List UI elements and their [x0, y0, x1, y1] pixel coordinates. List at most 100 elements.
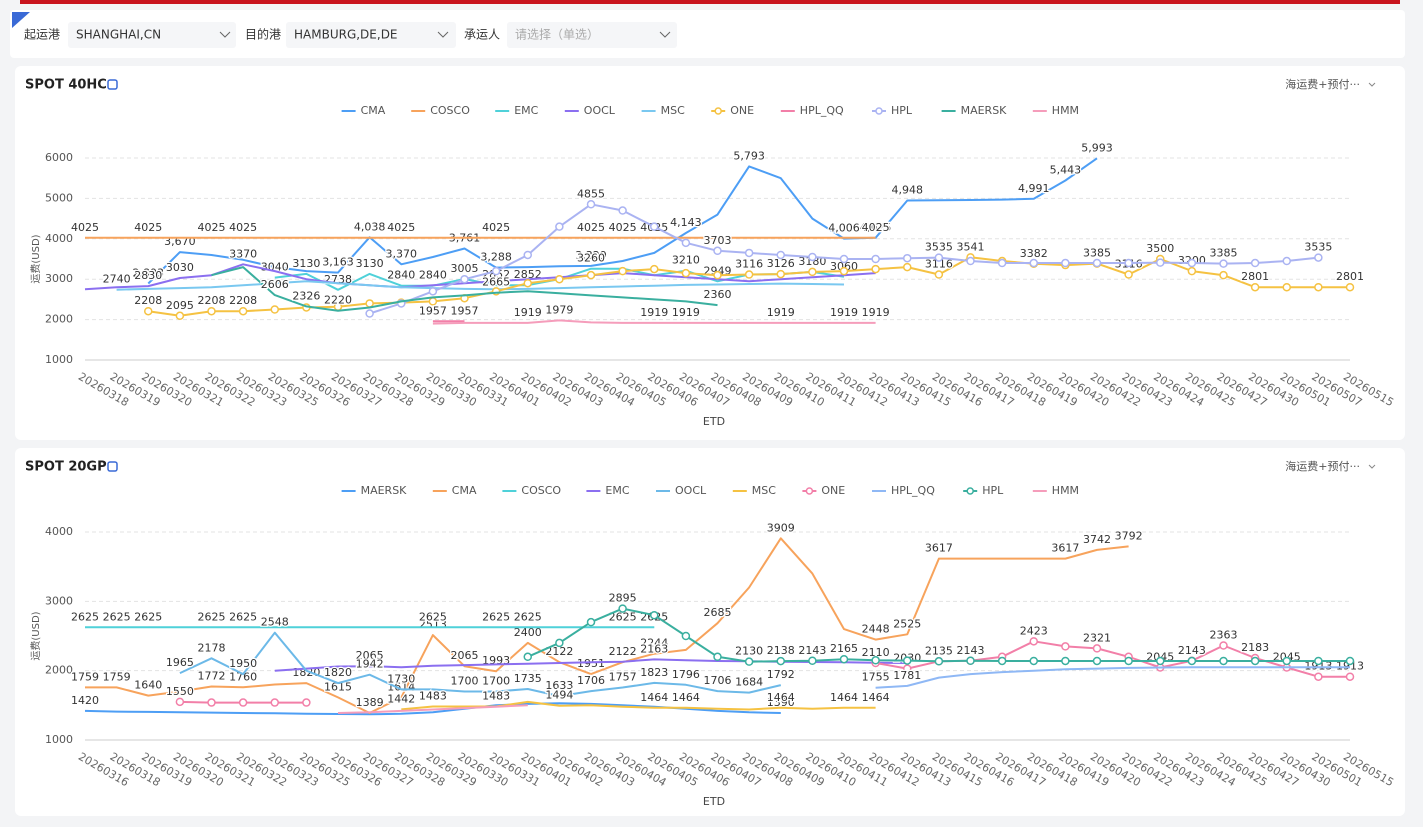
data-point	[460, 274, 469, 284]
legend-marker	[966, 487, 974, 495]
data-point	[903, 262, 912, 272]
data-label: 1796	[672, 668, 700, 681]
data-point	[1092, 644, 1102, 653]
data-point	[934, 270, 944, 279]
data-point	[1029, 656, 1038, 666]
data-point	[808, 252, 817, 262]
data-label: 4,991	[1018, 182, 1050, 195]
data-point	[586, 617, 596, 627]
corner-icon	[12, 12, 30, 28]
carrier-select[interactable]	[507, 22, 677, 48]
data-point	[1250, 258, 1260, 268]
data-label: 1464	[830, 691, 858, 704]
data-point	[744, 248, 754, 258]
data-label: 1919	[672, 306, 700, 319]
data-label: 2625	[103, 610, 131, 623]
data-label: 4025	[577, 221, 605, 234]
series-line	[179, 631, 782, 698]
data-label: 2360	[704, 288, 732, 301]
data-label: 2423	[1020, 624, 1048, 637]
data-label: 3116	[925, 258, 953, 271]
data-point	[207, 698, 216, 707]
data-point	[776, 656, 785, 666]
data-point	[1345, 656, 1355, 666]
dest-select[interactable]	[286, 22, 456, 48]
data-label: 2143	[957, 644, 985, 657]
data-label: 1772	[198, 669, 226, 682]
legend-label: OOCL	[584, 104, 616, 117]
data-point	[175, 697, 185, 707]
data-label: 2326	[292, 289, 320, 302]
data-point	[1219, 259, 1228, 268]
chevron	[437, 31, 449, 38]
data-label: 1464	[767, 691, 795, 704]
data-label: 1640	[134, 679, 162, 692]
data-point	[1314, 282, 1323, 292]
data-label: 2183	[1241, 641, 1269, 654]
data-label: 3617	[1051, 542, 1079, 555]
chart-title: SPOT 20GP	[25, 460, 107, 475]
series-line	[274, 658, 908, 672]
data-label: 3,288	[480, 251, 512, 264]
data-label: 3541	[957, 240, 985, 253]
data-label: 1464	[640, 691, 668, 704]
data-label: 4,948	[892, 184, 924, 197]
data-label: 1781	[893, 669, 921, 682]
series-line	[116, 280, 845, 291]
legend-label: CMA	[452, 484, 477, 497]
data-label: 2095	[166, 299, 194, 312]
data-point	[650, 264, 659, 274]
data-label: 2525	[893, 617, 921, 630]
legend-label: COSCO	[521, 484, 561, 497]
data-label: 4,025	[860, 221, 892, 234]
data-label: 5,443	[1050, 164, 1082, 177]
data-point	[650, 610, 659, 620]
select-placeholder: 请选择（单选）	[515, 28, 599, 42]
data-label: 2065	[356, 649, 384, 662]
data-label: 3,329	[575, 249, 607, 262]
legend-label: COSCO	[430, 104, 470, 117]
data-point	[365, 309, 374, 318]
data-point	[713, 652, 722, 662]
data-point	[1156, 258, 1165, 267]
data-label: 2363	[1210, 628, 1238, 641]
data-point	[618, 604, 627, 613]
data-label: 1820	[324, 666, 352, 679]
data-point	[1124, 258, 1133, 268]
legend-label: MSC	[661, 104, 685, 117]
metric-selector: 海运费+预付···	[1285, 77, 1360, 91]
series-line	[147, 157, 1098, 285]
data-label: 1706	[577, 674, 605, 687]
data-label: 2625	[419, 610, 447, 623]
data-label: 1494	[545, 689, 573, 702]
data-label: 1951	[577, 657, 605, 670]
data-label: 2740	[103, 273, 131, 286]
data-point	[555, 222, 564, 231]
data-label: 4,038	[354, 220, 386, 233]
legend-marker	[805, 487, 814, 495]
y-tick-label: 4000	[45, 525, 73, 538]
data-label: 4025	[229, 221, 257, 234]
data-label: 2135	[925, 644, 953, 657]
data-label: 2625	[134, 610, 162, 623]
data-point	[1282, 282, 1291, 292]
data-label: 3260	[577, 252, 605, 265]
data-label: 2065	[451, 649, 479, 662]
legend-label: CMA	[361, 104, 386, 117]
data-label: 1390	[767, 696, 795, 709]
data-label: 1759	[103, 670, 131, 683]
data-label: 3126	[767, 257, 795, 270]
data-label: 4025	[609, 221, 637, 234]
data-label: 3617	[925, 542, 953, 555]
origin-select[interactable]	[68, 22, 236, 48]
data-label: 2448	[862, 623, 890, 636]
data-label: 2220	[324, 294, 352, 307]
data-point	[839, 254, 849, 264]
title-icon	[107, 79, 118, 90]
data-label: 2163	[640, 642, 668, 655]
data-point	[713, 246, 722, 256]
data-label: 1792	[767, 668, 795, 681]
data-label: 1464	[672, 691, 700, 704]
data-label: 2208	[198, 294, 226, 307]
legend-label: MAERSK	[961, 104, 1008, 117]
